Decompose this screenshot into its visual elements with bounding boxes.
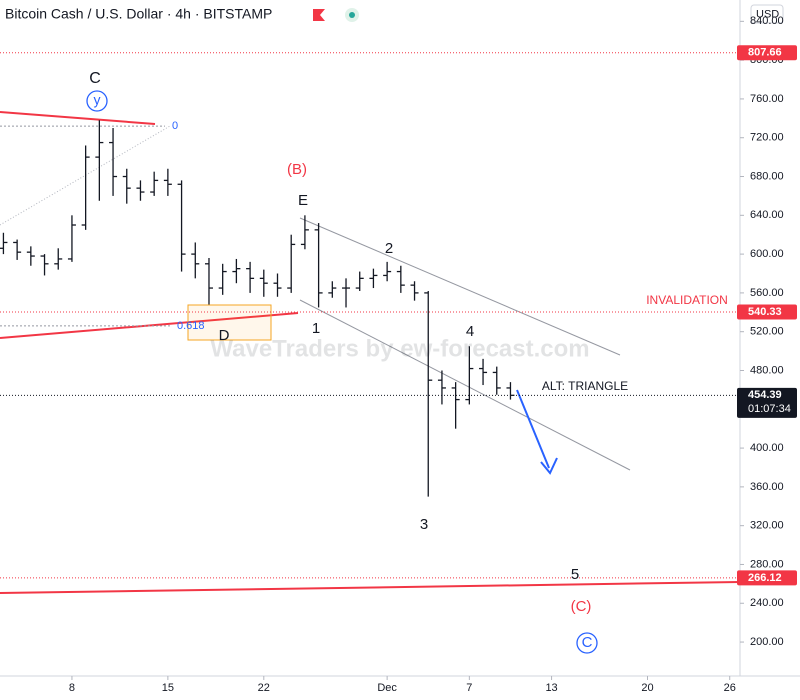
y-tick-label: 640.00 bbox=[750, 209, 784, 221]
x-tick-label: 13 bbox=[545, 682, 557, 694]
x-tick-label: 26 bbox=[724, 682, 736, 694]
y-tick-label: 840.00 bbox=[750, 15, 784, 27]
x-tick-label: 20 bbox=[641, 682, 653, 694]
chart-title: Bitcoin Cash / U.S. Dollar · 4h · BITSTA… bbox=[5, 6, 272, 22]
trend-line bbox=[0, 581, 741, 594]
wave-label: ALT: TRIANGLE bbox=[542, 379, 628, 393]
x-tick-label: 8 bbox=[69, 682, 75, 694]
currency-button[interactable] bbox=[750, 4, 784, 24]
x-tick-label: 22 bbox=[258, 682, 270, 694]
y-tick-label: 720.00 bbox=[750, 132, 784, 144]
wave-label: 4 bbox=[466, 323, 474, 340]
wave-label: (C) bbox=[571, 598, 592, 615]
y-tick-label: 600.00 bbox=[750, 248, 784, 260]
x-tick-label: 15 bbox=[162, 682, 174, 694]
drawings bbox=[0, 111, 741, 594]
wave-label: 3 bbox=[420, 516, 428, 533]
wave-label: D bbox=[219, 327, 230, 344]
x-tick-label: 7 bbox=[466, 682, 472, 694]
wave-label: y bbox=[94, 92, 101, 108]
y-tick-label: 320.00 bbox=[750, 520, 784, 532]
price-label: 454.39 bbox=[748, 389, 782, 401]
watermark: WaveTraders by ew-forecast.com bbox=[210, 335, 589, 362]
countdown: 01:07:34 bbox=[748, 403, 791, 415]
y-tick-label: 240.00 bbox=[750, 597, 784, 609]
wave-circle bbox=[86, 90, 108, 112]
channel-line bbox=[299, 217, 621, 356]
y-tick-label: 360.00 bbox=[750, 481, 784, 493]
y-tick-label: 400.00 bbox=[750, 442, 784, 454]
wave-label: E bbox=[298, 192, 308, 209]
price-label: 266.12 bbox=[748, 572, 782, 584]
wave-label: INVALIDATION bbox=[646, 293, 728, 307]
currency-label: USD bbox=[756, 8, 779, 20]
wave-label: 5 bbox=[571, 566, 579, 583]
target-box bbox=[187, 304, 272, 341]
wave-label: C bbox=[582, 634, 593, 651]
price-label-box bbox=[737, 45, 797, 61]
wave-label: (B) bbox=[287, 161, 307, 178]
price-label: 807.66 bbox=[748, 47, 782, 59]
price-label: 540.33 bbox=[748, 306, 782, 318]
wave-label: 2 bbox=[385, 240, 393, 257]
wave-circle bbox=[576, 632, 598, 654]
y-tick-label: 480.00 bbox=[750, 364, 784, 376]
price-label-box bbox=[737, 387, 797, 418]
trend-line bbox=[0, 111, 156, 125]
y-tick-label: 680.00 bbox=[750, 170, 784, 182]
arrow bbox=[516, 389, 550, 469]
y-tick-label: 200.00 bbox=[750, 636, 784, 648]
y-tick-label: 280.00 bbox=[750, 558, 784, 570]
fib-label: 0.618 bbox=[177, 320, 205, 332]
wave-label: 1 bbox=[312, 320, 320, 337]
price-label-box bbox=[737, 570, 797, 586]
arrow-head bbox=[540, 457, 558, 475]
wave-label: C bbox=[89, 70, 101, 87]
channel-line bbox=[299, 299, 631, 471]
fib-label: 0 bbox=[172, 120, 178, 132]
status-dot bbox=[349, 12, 355, 18]
flag-icon bbox=[313, 9, 325, 21]
y-tick-label: 520.00 bbox=[750, 326, 784, 338]
x-tick-label: Dec bbox=[377, 682, 397, 694]
y-tick-label: 760.00 bbox=[750, 93, 784, 105]
y-tick-label: 560.00 bbox=[750, 287, 784, 299]
price-label-box bbox=[737, 304, 797, 320]
